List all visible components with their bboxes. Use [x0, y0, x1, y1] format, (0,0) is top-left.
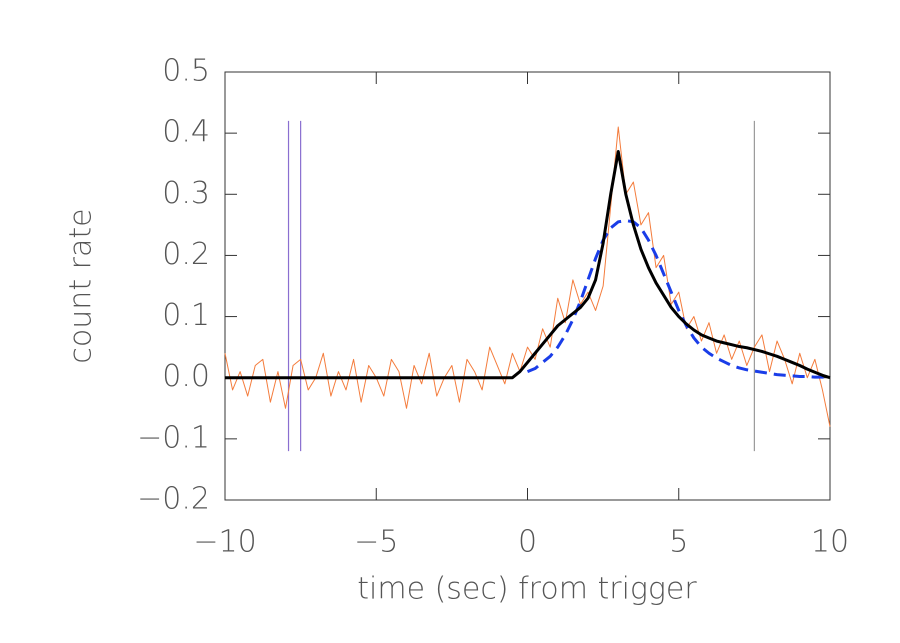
y-tick-label: 0.1 — [162, 298, 210, 333]
y-tick-label: 0.3 — [162, 176, 210, 211]
plot-frame — [224, 71, 831, 501]
x-axis-label: time (sec) from trigger — [357, 572, 697, 607]
x-tick-label: 10 — [811, 525, 849, 560]
x-tick-label: −5 — [354, 525, 398, 560]
y-tick-label: −0.1 — [137, 420, 210, 455]
x-tick-label: −10 — [193, 525, 256, 560]
data-line — [225, 149, 831, 380]
x-tick-label: 0 — [518, 525, 537, 560]
data-line — [224, 126, 831, 427]
data-line — [526, 219, 830, 379]
y-tick-label: 0.5 — [162, 54, 210, 89]
y-tick-label: 0.0 — [162, 359, 210, 394]
y-tick-label: −0.2 — [137, 482, 210, 517]
x-tick-label: 5 — [669, 525, 688, 560]
y-axis-label: count rate — [64, 208, 99, 363]
y-tick-label: 0.4 — [162, 115, 210, 150]
y-tick-label: 0.2 — [162, 237, 210, 272]
